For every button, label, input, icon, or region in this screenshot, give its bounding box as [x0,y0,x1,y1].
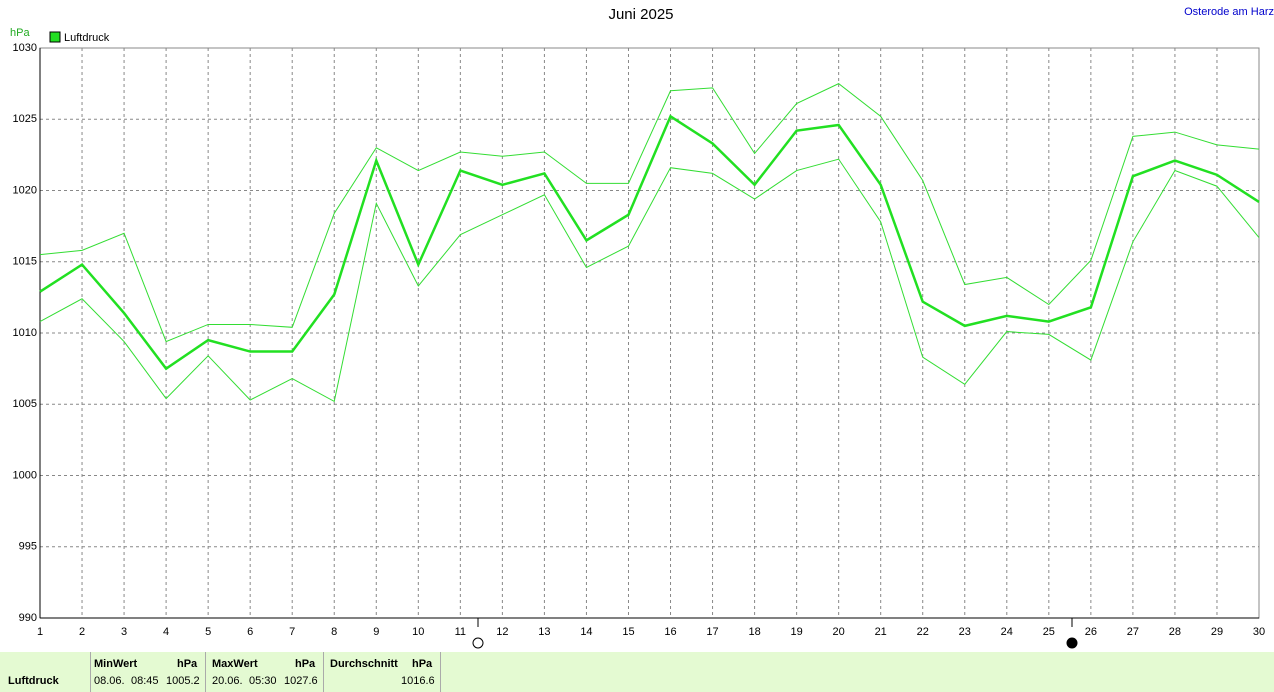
chart: Juni 2025 Osterode am Harz hPa Luftdruck… [10,6,1274,649]
x-tick-label: 19 [790,626,802,638]
legend: Luftdruck [49,31,110,44]
y-tick-label: 1020 [13,184,37,196]
x-tick-label: 3 [121,626,127,638]
x-tick-label: 15 [622,626,634,638]
x-tick-label: 12 [496,626,508,638]
summary-table: Luftdruck MinWert hPa 08.06. 08:45 1005.… [0,652,1274,692]
x-tick-label: 14 [580,626,592,638]
date: 08.06. [94,675,125,687]
y-axis-label: hPa [10,27,30,39]
y-tick-label: 1025 [13,113,37,125]
x-tick-label: 13 [538,626,550,638]
y-tick-label: 1030 [13,42,37,54]
separator [90,652,91,692]
separator [205,652,206,692]
x-tick-label: 7 [289,626,295,638]
legend-swatch [49,31,61,43]
x-tick-label: 5 [205,626,211,638]
x-tick-label: 21 [875,626,887,638]
chart-title: Juni 2025 [608,6,673,23]
x-tick-label: 11 [455,626,466,638]
x-tick-label: 30 [1253,626,1265,638]
header: MaxWert [212,658,258,670]
x-tick-label: 2 [79,626,85,638]
unit: hPa [177,658,198,670]
x-tick-label: 18 [748,626,760,638]
date: 20.06. [212,675,243,687]
header: MinWert [94,658,138,670]
y-tick-label: 1000 [13,469,37,481]
x-tick-label: 17 [706,626,718,638]
data-line [39,114,1260,371]
y-tick-label: 1015 [13,256,37,268]
x-tick-label: 20 [833,626,845,638]
y-tick-label: 1010 [13,327,37,339]
x-tick-label: 23 [959,626,971,638]
unit: hPa [412,658,433,670]
x-tick-label: 4 [163,626,169,638]
data-line [39,83,1260,343]
time: 08:45 [131,675,159,687]
x-tick-label: 24 [1001,626,1013,638]
x-tick-label: 6 [247,626,253,638]
x-tick-label: 29 [1211,626,1223,638]
value: 1016.6 [401,675,435,687]
y-tick-label: 1005 [13,398,37,410]
y-tick-label: 995 [19,541,37,553]
x-tick-label: 10 [412,626,424,638]
y-tick-label: 990 [19,612,37,624]
x-tick-label: 25 [1043,626,1055,638]
location: Osterode am Harz [1184,6,1274,18]
full-moon-icon [472,637,484,649]
data-line [39,158,1260,403]
unit: hPa [295,658,316,670]
header: Durchschnitt [330,658,398,670]
x-tick-label: 28 [1169,626,1181,638]
x-tick-label: 9 [373,626,379,638]
separator [440,652,441,692]
separator [323,652,324,692]
value: 1005.2 [166,675,200,687]
x-tick-label: 16 [664,626,676,638]
x-tick-label: 26 [1085,626,1097,638]
x-tick-label: 1 [37,626,43,638]
legend-label: Luftdruck [64,32,110,44]
x-tick-label: 8 [331,626,337,638]
x-tick-label: 27 [1127,626,1139,638]
x-tick-label: 22 [917,626,929,638]
time: 05:30 [249,675,277,687]
row-label: Luftdruck [8,675,59,687]
value: 1027.6 [284,675,318,687]
new-moon-icon [1066,637,1078,649]
